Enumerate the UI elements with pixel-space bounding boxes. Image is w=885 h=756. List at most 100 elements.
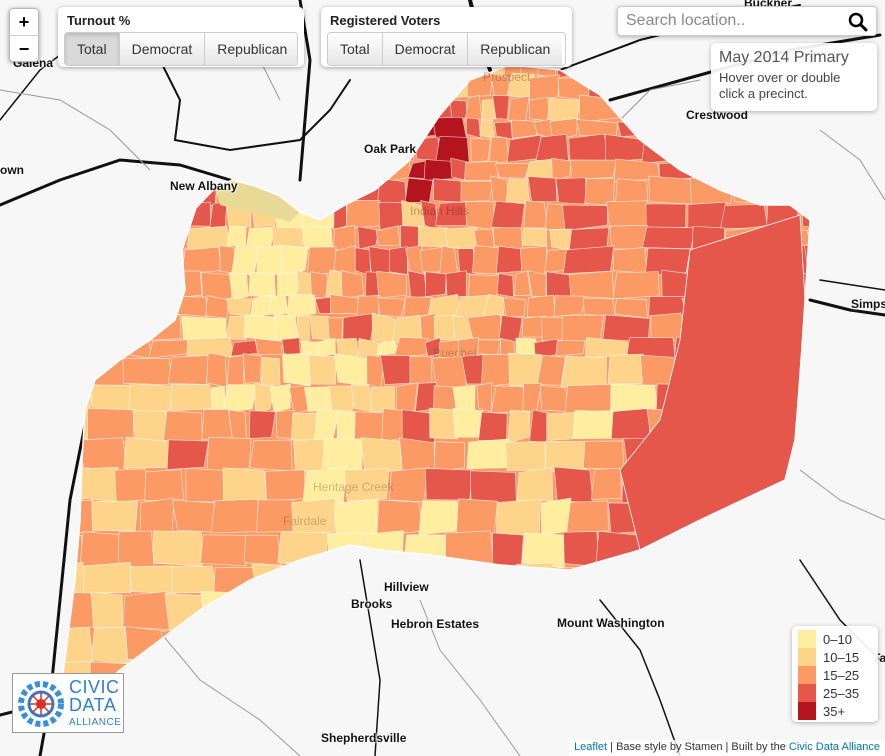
precinct[interactable] xyxy=(284,97,306,123)
precinct[interactable] xyxy=(310,271,328,299)
precinct[interactable] xyxy=(254,382,275,414)
precinct[interactable] xyxy=(327,317,343,342)
precinct[interactable] xyxy=(433,314,457,342)
precinct[interactable] xyxy=(263,688,309,719)
precinct[interactable] xyxy=(644,247,691,276)
precinct[interactable] xyxy=(551,157,572,182)
precinct[interactable] xyxy=(167,662,209,691)
precinct[interactable] xyxy=(247,73,265,99)
zoom-in-button[interactable]: + xyxy=(18,12,30,32)
precinct[interactable] xyxy=(622,58,661,75)
precinct[interactable] xyxy=(510,629,546,662)
precinct[interactable] xyxy=(322,117,334,139)
precinct[interactable] xyxy=(515,689,557,720)
precinct[interactable] xyxy=(449,688,487,719)
precinct[interactable] xyxy=(506,134,542,163)
precinct[interactable] xyxy=(155,270,203,300)
precinct[interactable] xyxy=(569,159,618,181)
precinct[interactable] xyxy=(210,385,226,413)
precinct[interactable] xyxy=(85,120,122,137)
precinct[interactable] xyxy=(88,95,130,123)
precinct[interactable] xyxy=(371,313,396,344)
precinct[interactable] xyxy=(572,410,615,439)
precinct[interactable] xyxy=(566,500,609,534)
precinct[interactable] xyxy=(494,163,530,179)
precinct[interactable] xyxy=(495,662,527,692)
precinct[interactable] xyxy=(291,412,319,443)
precinct[interactable] xyxy=(380,354,411,385)
precinct[interactable] xyxy=(206,352,228,388)
civic-data-alliance-logo[interactable]: CIVIC DATA ALLIANCE xyxy=(12,673,124,733)
precinct[interactable] xyxy=(379,691,415,715)
precinct[interactable] xyxy=(77,437,129,473)
precinct[interactable] xyxy=(612,247,648,274)
precinct[interactable] xyxy=(730,592,776,632)
precinct[interactable] xyxy=(345,200,381,229)
precinct[interactable] xyxy=(320,135,353,164)
precinct[interactable] xyxy=(328,385,356,412)
precinct[interactable] xyxy=(466,438,510,469)
precinct[interactable] xyxy=(163,410,204,443)
precinct[interactable] xyxy=(88,314,142,343)
precinct[interactable] xyxy=(388,467,430,503)
precinct[interactable] xyxy=(48,561,84,594)
precinct[interactable] xyxy=(268,135,283,164)
precinct[interactable] xyxy=(425,468,474,501)
precinct[interactable] xyxy=(516,466,553,502)
precinct[interactable] xyxy=(645,203,687,230)
precinct[interactable] xyxy=(796,533,834,566)
precinct[interactable] xyxy=(563,659,597,694)
precinct[interactable] xyxy=(798,137,849,164)
precinct[interactable] xyxy=(537,354,566,386)
precinct[interactable] xyxy=(582,440,625,470)
zoom-out-button[interactable]: − xyxy=(10,35,38,61)
precinct[interactable] xyxy=(808,562,859,596)
precinct[interactable] xyxy=(763,135,801,161)
precinct[interactable] xyxy=(399,437,436,471)
precinct[interactable] xyxy=(747,628,787,661)
precinct[interactable] xyxy=(235,626,286,662)
precinct[interactable] xyxy=(321,437,364,472)
precinct[interactable] xyxy=(91,338,123,355)
precinct[interactable] xyxy=(82,224,124,248)
voters-total-button[interactable]: Total xyxy=(328,33,382,65)
precinct[interactable] xyxy=(329,96,350,122)
precinct[interactable] xyxy=(277,531,329,566)
precinct[interactable] xyxy=(92,160,139,182)
precinct[interactable] xyxy=(242,591,292,631)
precinct[interactable] xyxy=(799,498,835,537)
precinct[interactable] xyxy=(118,530,155,569)
precinct[interactable] xyxy=(562,245,615,275)
precinct[interactable] xyxy=(173,73,220,101)
precinct[interactable] xyxy=(502,297,526,317)
precinct[interactable] xyxy=(260,357,281,388)
precinct[interactable] xyxy=(226,159,246,182)
precinct[interactable] xyxy=(731,161,771,179)
precinct[interactable] xyxy=(426,76,445,99)
precinct[interactable] xyxy=(403,296,433,318)
precinct[interactable] xyxy=(553,466,594,504)
precinct[interactable] xyxy=(332,119,360,136)
precinct[interactable] xyxy=(90,591,123,628)
precinct[interactable] xyxy=(401,98,426,122)
precinct[interactable] xyxy=(270,158,288,180)
precinct[interactable] xyxy=(302,225,333,249)
precinct[interactable] xyxy=(579,62,627,78)
precinct[interactable] xyxy=(447,718,484,748)
precinct[interactable] xyxy=(562,204,608,232)
precinct[interactable] xyxy=(49,499,96,537)
precinct[interactable] xyxy=(561,314,605,343)
leaflet-link[interactable]: Leaflet xyxy=(574,741,608,753)
precinct[interactable] xyxy=(271,226,306,249)
precinct[interactable] xyxy=(185,468,225,503)
precinct[interactable] xyxy=(492,532,524,567)
precinct[interactable] xyxy=(287,293,317,318)
precinct[interactable] xyxy=(201,409,233,440)
precinct[interactable] xyxy=(433,178,465,203)
precinct[interactable] xyxy=(114,468,149,503)
precinct[interactable] xyxy=(343,75,375,101)
precinct[interactable] xyxy=(196,97,242,124)
precinct[interactable] xyxy=(129,99,171,121)
precinct[interactable] xyxy=(544,626,588,664)
precinct[interactable] xyxy=(445,270,467,298)
